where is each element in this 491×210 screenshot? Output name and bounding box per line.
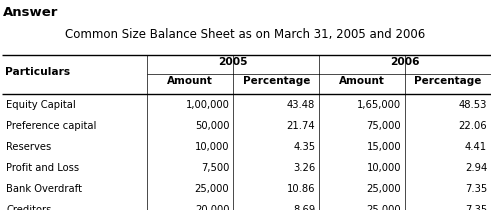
- Text: Bank Overdraft: Bank Overdraft: [6, 184, 82, 194]
- Text: 4.41: 4.41: [465, 142, 487, 152]
- Text: 2.94: 2.94: [465, 163, 487, 173]
- Text: 7.35: 7.35: [465, 205, 487, 210]
- Text: 50,000: 50,000: [195, 121, 229, 131]
- Text: 43.48: 43.48: [287, 100, 315, 110]
- Text: 25,000: 25,000: [194, 184, 229, 194]
- Text: 2005: 2005: [218, 57, 248, 67]
- Text: Answer: Answer: [2, 6, 58, 19]
- Text: 10,000: 10,000: [367, 163, 401, 173]
- Text: 1,00,000: 1,00,000: [186, 100, 229, 110]
- Text: 25,000: 25,000: [366, 205, 401, 210]
- Text: Amount: Amount: [339, 76, 385, 86]
- Text: Preference capital: Preference capital: [6, 121, 97, 131]
- Text: 8.69: 8.69: [293, 205, 315, 210]
- Text: Percentage: Percentage: [243, 76, 310, 86]
- Text: 7,500: 7,500: [201, 163, 229, 173]
- Text: 7.35: 7.35: [465, 184, 487, 194]
- Text: Creditors: Creditors: [6, 205, 52, 210]
- Text: Particulars: Particulars: [5, 67, 70, 77]
- Text: 75,000: 75,000: [366, 121, 401, 131]
- Text: 25,000: 25,000: [366, 184, 401, 194]
- Text: Percentage: Percentage: [414, 76, 482, 86]
- Text: 15,000: 15,000: [366, 142, 401, 152]
- Text: Common Size Balance Sheet as on March 31, 2005 and 2006: Common Size Balance Sheet as on March 31…: [65, 28, 426, 41]
- Text: 20,000: 20,000: [195, 205, 229, 210]
- Text: Profit and Loss: Profit and Loss: [6, 163, 80, 173]
- Text: 10.86: 10.86: [287, 184, 315, 194]
- Text: Equity Capital: Equity Capital: [6, 100, 76, 110]
- Text: 10,000: 10,000: [195, 142, 229, 152]
- Text: Reserves: Reserves: [6, 142, 52, 152]
- Text: 21.74: 21.74: [287, 121, 315, 131]
- Text: 22.06: 22.06: [459, 121, 487, 131]
- Text: 4.35: 4.35: [293, 142, 315, 152]
- Text: Amount: Amount: [167, 76, 213, 86]
- Text: 2006: 2006: [390, 57, 420, 67]
- Text: 1,65,000: 1,65,000: [357, 100, 401, 110]
- Text: 48.53: 48.53: [459, 100, 487, 110]
- Text: 3.26: 3.26: [293, 163, 315, 173]
